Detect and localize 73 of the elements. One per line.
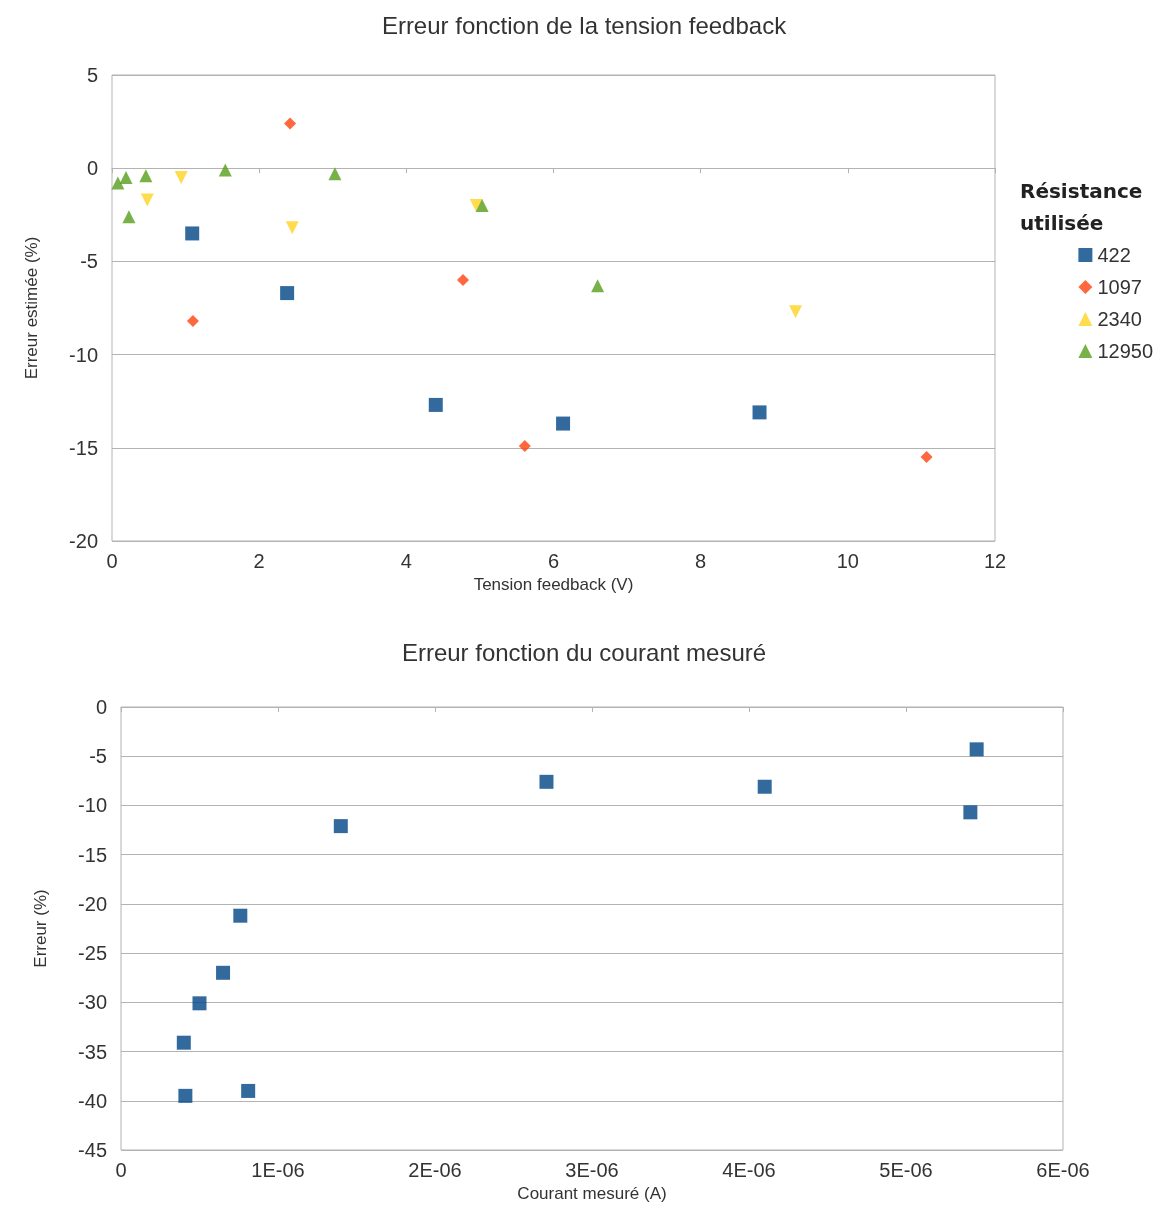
point	[174, 171, 188, 185]
x-tick-label: 4	[400, 550, 412, 572]
y-axis-title: Erreur (%)	[31, 889, 50, 968]
y-tick-label: -15	[69, 436, 98, 459]
point	[328, 167, 342, 181]
x-tick-label: 2	[253, 550, 265, 572]
point	[285, 221, 299, 235]
chart-title: Erreur fonction du courant mesuré	[401, 638, 767, 666]
y-tick-label: 0	[95, 696, 107, 718]
y-tick-label: -5	[80, 250, 98, 273]
point	[140, 193, 154, 207]
point	[920, 451, 933, 464]
x-tick-label: 1E-06	[251, 1159, 305, 1181]
y-tick-label: 5	[86, 64, 98, 86]
x-axis-title: Tension feedback (V)	[473, 574, 634, 594]
legend-label: 1097	[1097, 276, 1142, 298]
point	[241, 1083, 256, 1098]
x-tick-label: 2E-06	[408, 1159, 462, 1181]
point	[111, 176, 125, 190]
point	[192, 996, 207, 1011]
y-tick-label: -20	[78, 892, 107, 915]
point	[456, 274, 469, 287]
legend-title: Résistance utilisée	[1020, 179, 1150, 235]
point	[139, 169, 153, 183]
x-axis-title: Courant mesuré (A)	[517, 1183, 667, 1203]
point	[752, 405, 767, 420]
point	[280, 286, 295, 301]
point	[218, 163, 232, 177]
y-tick-label: 0	[86, 157, 98, 180]
y-tick-label: -25	[78, 942, 107, 965]
point	[122, 210, 136, 224]
point	[969, 742, 984, 757]
y-tick-label: -35	[78, 1040, 107, 1063]
y-tick-label: -20	[69, 530, 98, 552]
x-tick-label: 5E-06	[879, 1159, 933, 1181]
x-tick-label: 6E-06	[1036, 1159, 1090, 1181]
x-tick-label: 8	[695, 550, 707, 572]
point	[757, 779, 772, 794]
point	[178, 1088, 193, 1103]
x-tick-label: 0	[115, 1159, 127, 1181]
y-tick-label: -40	[78, 1089, 107, 1112]
chart-title: Erreur fonction de la tension feedback	[381, 11, 788, 39]
x-tick-label: 12	[983, 550, 1007, 572]
y-tick-label: -5	[89, 745, 107, 768]
point	[789, 305, 803, 319]
point	[963, 805, 978, 820]
x-tick-label: 10	[836, 550, 859, 572]
point	[284, 117, 297, 130]
point	[119, 171, 133, 185]
point	[186, 315, 199, 328]
y-tick-label: -30	[78, 991, 107, 1014]
point	[556, 416, 571, 431]
point	[216, 965, 231, 980]
point	[591, 279, 605, 293]
y-tick-label: -10	[69, 343, 98, 366]
x-tick-label: 3E-06	[565, 1159, 619, 1181]
point	[518, 439, 531, 452]
x-tick-label: 6	[547, 550, 560, 572]
point	[475, 198, 489, 212]
y-tick-label: -45	[78, 1139, 107, 1161]
x-tick-label: 4E-06	[722, 1159, 776, 1181]
point	[176, 1035, 191, 1050]
point	[333, 819, 348, 834]
point	[185, 226, 200, 241]
y-tick-label: -15	[78, 843, 107, 866]
point	[428, 397, 443, 412]
point	[539, 774, 554, 789]
legend-label: 2340	[1097, 308, 1142, 330]
point	[233, 908, 248, 923]
legend-label: 422	[1097, 244, 1131, 266]
y-axis-title: Erreur estimée (%)	[22, 236, 41, 380]
legend-label: 12950	[1097, 340, 1154, 362]
y-tick-label: -10	[78, 794, 107, 817]
